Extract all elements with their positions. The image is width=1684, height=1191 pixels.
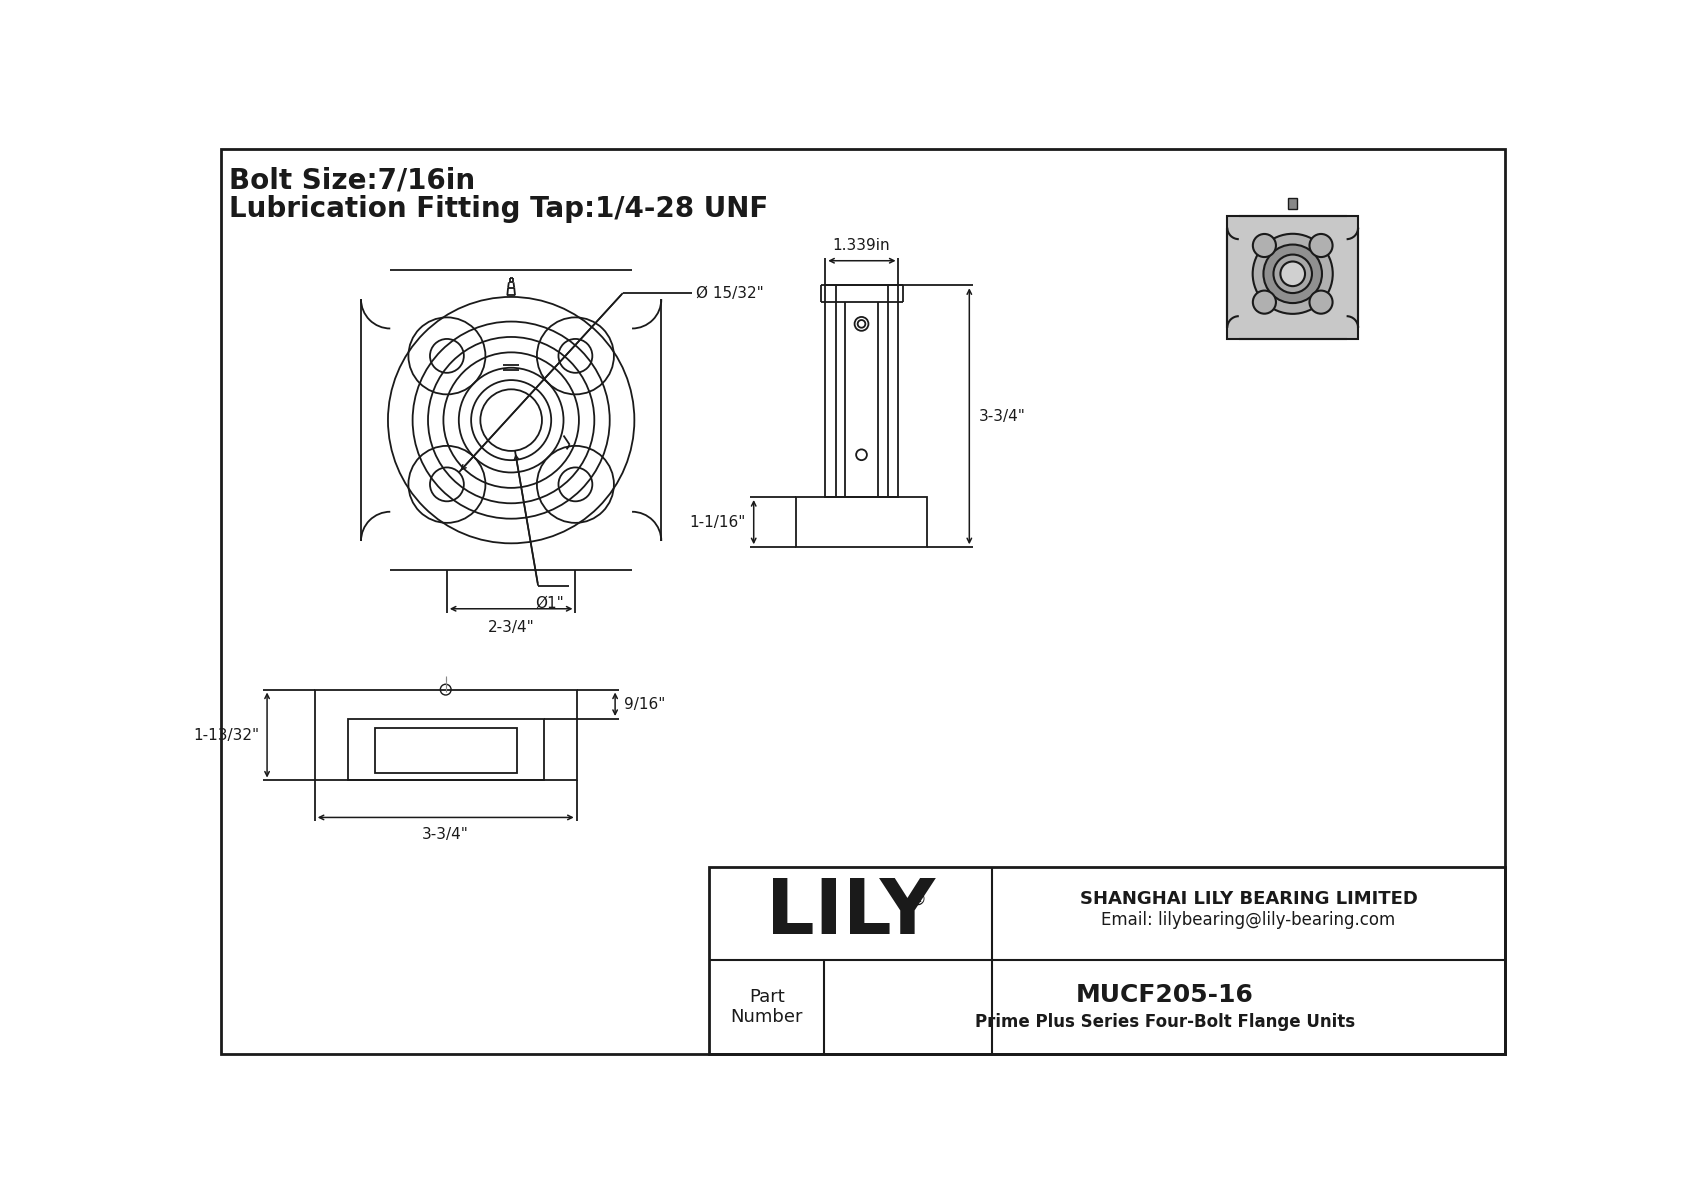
Text: Ø1": Ø1" [536, 596, 564, 611]
Circle shape [1273, 255, 1312, 293]
Text: Lubrication Fitting Tap:1/4-28 UNF: Lubrication Fitting Tap:1/4-28 UNF [229, 195, 768, 223]
Text: MUCF205-16: MUCF205-16 [1076, 984, 1255, 1008]
Bar [349, 719, 544, 780]
Bar [825, 286, 899, 497]
Text: Bolt Size:7/16in: Bolt Size:7/16in [229, 166, 475, 194]
Text: 2-3/4": 2-3/4" [488, 619, 534, 635]
Circle shape [1310, 291, 1332, 313]
Circle shape [1253, 233, 1276, 257]
Circle shape [1280, 262, 1305, 286]
Text: 1-1/16": 1-1/16" [690, 515, 746, 530]
Text: Ø 15/32": Ø 15/32" [695, 286, 765, 300]
Text: 1.339in: 1.339in [832, 238, 891, 252]
Circle shape [1310, 233, 1332, 257]
Circle shape [1263, 244, 1322, 303]
Text: Part
Number: Part Number [731, 987, 803, 1027]
Circle shape [1253, 291, 1276, 313]
Text: 3-3/4": 3-3/4" [423, 827, 470, 842]
Text: Prime Plus Series Four-Bolt Flange Units: Prime Plus Series Four-Bolt Flange Units [975, 1012, 1356, 1030]
Bar [709, 867, 1505, 1054]
Bar [1228, 216, 1359, 339]
Bar [1288, 199, 1297, 210]
Text: Email: lilybearing@lily-bearing.com: Email: lilybearing@lily-bearing.com [1101, 911, 1396, 929]
Text: SHANGHAI LILY BEARING LIMITED: SHANGHAI LILY BEARING LIMITED [1079, 890, 1418, 908]
Text: 3-3/4": 3-3/4" [978, 409, 1026, 424]
Bar [376, 728, 517, 773]
Bar [797, 497, 926, 547]
Text: 1-13/32": 1-13/32" [194, 728, 259, 742]
Bar [315, 690, 576, 780]
Text: ®: ® [908, 891, 926, 909]
Circle shape [1253, 233, 1332, 314]
Text: LILY: LILY [766, 877, 935, 950]
Text: 9/16": 9/16" [625, 697, 665, 712]
